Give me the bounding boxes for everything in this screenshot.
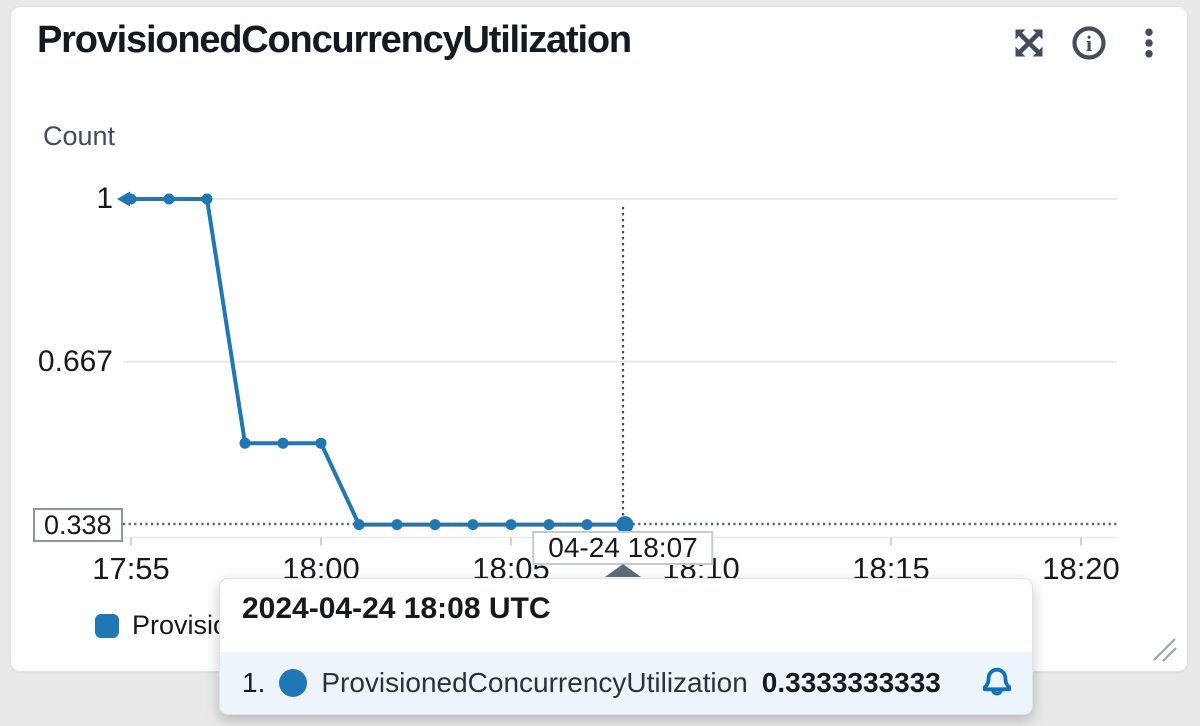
cursor-time-box: 04-24 18:07 [532,531,714,565]
chart-tooltip: 2024-04-24 18:08 UTC 1. ProvisionedConcu… [219,578,1033,715]
cursor-y-value-box: 0.338 [33,508,123,542]
metric-widget-card: ProvisionedConcurrencyUtilization i [10,6,1188,715]
y-axis-tick-1: 1 [96,182,113,215]
expand-button[interactable] [1011,25,1047,61]
legend-color-swatch [95,613,119,638]
expand-arrows-icon [1015,29,1043,57]
tooltip-series-name: ProvisionedConcurrencyUtilization [321,667,748,698]
y-axis-tick-0667: 0.667 [37,345,113,378]
series-color-dot [279,669,308,697]
tooltip-series-value: 0.3333333333 [761,667,941,698]
kebab-menu-icon [1145,28,1153,58]
svg-text:i: i [1086,32,1092,56]
tooltip-row-rank: 1. [242,667,266,698]
widget-title: ProvisionedConcurrencyUtilization [37,19,632,61]
info-circle-icon: i [1072,26,1106,60]
info-button[interactable]: i [1069,23,1109,63]
x-axis-tick: 17:55 [92,551,170,586]
widget-menu-button[interactable] [1131,25,1167,61]
tooltip-timestamp: 2024-04-24 18:08 UTC [242,592,551,625]
alarm-bell-icon[interactable] [978,663,1016,703]
x-axis-tick: 18:20 [1042,551,1120,586]
y-axis-unit-label: Count [43,121,116,151]
cursor-axis-marker [605,564,641,577]
tooltip-series-row: 1. ProvisionedConcurrencyUtilization 0.3… [220,652,1032,714]
resize-handle[interactable] [1147,631,1183,667]
chart-canvas[interactable] [11,7,1187,671]
